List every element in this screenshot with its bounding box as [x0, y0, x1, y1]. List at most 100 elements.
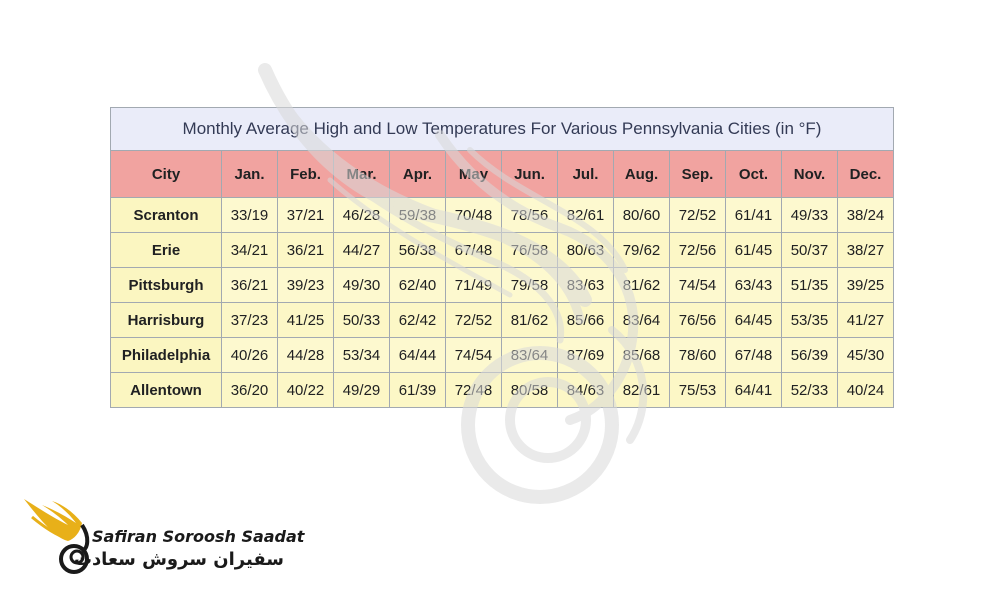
city-name: Harrisburg [110, 302, 222, 338]
temperature-cell: 85/66 [557, 302, 614, 338]
temperature-cell: 38/24 [837, 197, 894, 233]
temperature-cell: 61/41 [725, 197, 782, 233]
temperature-cell: 80/60 [613, 197, 670, 233]
temperature-cell: 44/27 [333, 232, 390, 268]
temperature-cell: 64/41 [725, 372, 782, 408]
temperature-cell: 38/27 [837, 232, 894, 268]
temperature-cell: 80/58 [501, 372, 558, 408]
temperature-cell: 67/48 [725, 337, 782, 373]
header-month: Dec. [837, 150, 894, 198]
header-month: Oct. [725, 150, 782, 198]
temperature-cell: 37/21 [277, 197, 334, 233]
temperature-cell: 82/61 [557, 197, 614, 233]
temperature-cell: 40/26 [221, 337, 278, 373]
temperature-cell: 59/38 [389, 197, 446, 233]
table-caption: Monthly Average High and Low Temperature… [110, 107, 894, 150]
logo-name-fa: سفیران سروش سعادت [73, 549, 284, 570]
temperature-cell: 44/28 [277, 337, 334, 373]
swan-logo-icon [24, 499, 90, 574]
temperature-cell: 72/56 [669, 232, 726, 268]
temperature-cell: 72/52 [669, 197, 726, 233]
temperature-cell: 74/54 [445, 337, 502, 373]
temperature-cell: 82/61 [613, 372, 670, 408]
header-month: Aug. [613, 150, 670, 198]
temperature-cell: 63/43 [725, 267, 782, 303]
header-month: Sep. [669, 150, 726, 198]
table-row: Erie 34/21 36/21 44/27 56/38 67/48 76/58 80/63 7… [110, 232, 894, 268]
temperature-cell: 74/54 [669, 267, 726, 303]
temperature-cell: 39/23 [277, 267, 334, 303]
temperature-cell: 50/33 [333, 302, 390, 338]
temperature-cell: 46/28 [333, 197, 390, 233]
city-name: Erie [110, 232, 222, 268]
city-name: Pittsburgh [110, 267, 222, 303]
header-row: City Jan. Feb. Mar. Apr. May Jun. Jul. A… [110, 150, 894, 198]
city-name: Allentown [110, 372, 222, 408]
temperature-cell: 56/38 [389, 232, 446, 268]
table-row: Pittsburgh 36/21 39/23 49/30 62/40 71/49 79/58… [110, 267, 894, 303]
temperature-cell: 49/30 [333, 267, 390, 303]
temperature-cell: 87/69 [557, 337, 614, 373]
temperature-cell: 61/39 [389, 372, 446, 408]
temperature-cell: 36/20 [221, 372, 278, 408]
temperature-cell: 56/39 [781, 337, 838, 373]
temperature-cell: 41/27 [837, 302, 894, 338]
temperature-cell: 83/64 [613, 302, 670, 338]
table-row: Philadelphia 40/26 44/28 53/34 64/44 74/54 83/… [110, 337, 894, 373]
temperature-cell: 53/34 [333, 337, 390, 373]
header-month: Jul. [557, 150, 614, 198]
temperature-cell: 49/29 [333, 372, 390, 408]
temperature-cell: 52/33 [781, 372, 838, 408]
table-row: Scranton 33/19 37/21 46/28 59/38 70/48 78/56 82… [110, 197, 894, 233]
temperature-cell: 76/56 [669, 302, 726, 338]
temperature-cell: 80/63 [557, 232, 614, 268]
temperature-cell: 36/21 [277, 232, 334, 268]
temperature-cell: 79/58 [501, 267, 558, 303]
company-logo: Safiran Soroosh Saadat سفیران سروش سعادت [22, 495, 304, 585]
temperature-cell: 34/21 [221, 232, 278, 268]
header-month: Mar. [333, 150, 390, 198]
temperature-cell: 71/49 [445, 267, 502, 303]
temperature-cell: 78/56 [501, 197, 558, 233]
temperature-cell: 78/60 [669, 337, 726, 373]
table-row: Allentown 36/20 40/22 49/29 61/39 72/48 80/58 8… [110, 372, 894, 408]
temperature-cell: 72/52 [445, 302, 502, 338]
temperature-cell: 33/19 [221, 197, 278, 233]
temperature-cell: 70/48 [445, 197, 502, 233]
temperature-cell: 45/30 [837, 337, 894, 373]
city-name: Scranton [110, 197, 222, 233]
temperature-cell: 41/25 [277, 302, 334, 338]
temperature-cell: 85/68 [613, 337, 670, 373]
temperature-cell: 62/42 [389, 302, 446, 338]
temperature-cell: 49/33 [781, 197, 838, 233]
temperature-cell: 64/44 [389, 337, 446, 373]
header-month: May [445, 150, 502, 198]
temperature-cell: 64/45 [725, 302, 782, 338]
header-month: Jun. [501, 150, 558, 198]
city-name: Philadelphia [110, 337, 222, 373]
temperature-cell: 40/22 [277, 372, 334, 408]
temperature-cell: 39/25 [837, 267, 894, 303]
table-row: Harrisburg 37/23 41/25 50/33 62/42 72/52 81/62… [110, 302, 894, 338]
temperature-cell: 72/48 [445, 372, 502, 408]
header-month: Nov. [781, 150, 838, 198]
temperature-cell: 36/21 [221, 267, 278, 303]
temperature-cell: 67/48 [445, 232, 502, 268]
temperature-cell: 81/62 [501, 302, 558, 338]
temperature-cell: 75/53 [669, 372, 726, 408]
header-month: Jan. [221, 150, 278, 198]
header-city: City [110, 150, 222, 198]
temperature-cell: 76/58 [501, 232, 558, 268]
temperature-cell: 83/63 [557, 267, 614, 303]
temperature-cell: 61/45 [725, 232, 782, 268]
temperature-cell: 79/62 [613, 232, 670, 268]
temperature-cell: 51/35 [781, 267, 838, 303]
temperature-cell: 83/64 [501, 337, 558, 373]
temperature-cell: 53/35 [781, 302, 838, 338]
temperature-cell: 62/40 [389, 267, 446, 303]
temperature-cell: 40/24 [837, 372, 894, 408]
temperature-cell: 50/37 [781, 232, 838, 268]
temperature-table: Monthly Average High and Low Temperature… [110, 107, 894, 408]
header-month: Feb. [277, 150, 334, 198]
